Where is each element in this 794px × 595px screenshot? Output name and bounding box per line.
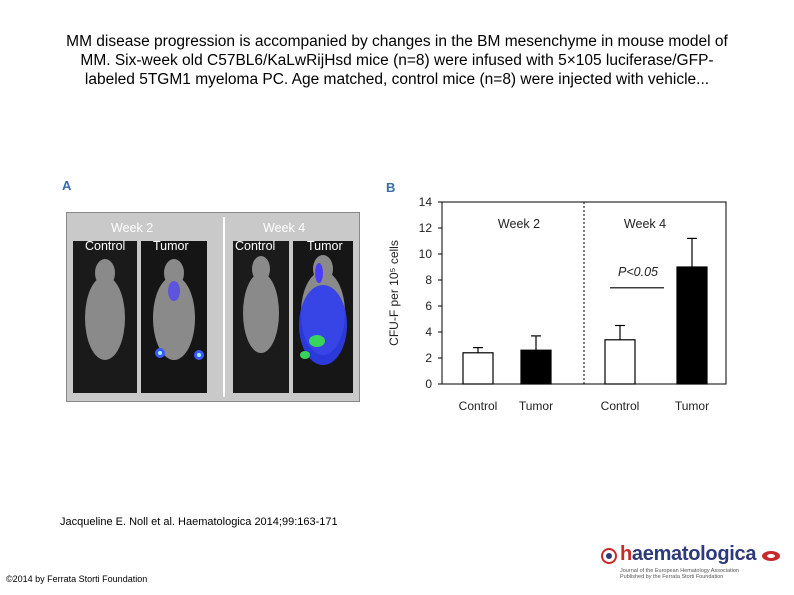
label-w4-control: Control [235,239,276,253]
logo-cell-icon [762,551,780,561]
panel-b-letter: B [386,180,396,195]
label-week4: Week 4 [263,221,306,235]
y-axis-label: CFU-F per 10⁵ cells [387,240,401,346]
y-tick-label: 8 [425,273,432,287]
label-w2-control: Control [85,239,126,253]
label-w4-tumor: Tumor [307,239,343,253]
bioluminescence-image: Week 2 Week 4 Control Tumor Control Tumo… [66,212,360,402]
slide-title: MM disease progression is accompanied by… [20,32,774,89]
panel-a-letter: A [62,178,72,193]
title-line: MM. Six-week old C57BL6/KaLwRijHsd mice … [80,52,714,69]
group-label-week4: Week 4 [624,217,666,231]
x-category-label: Tumor [675,399,709,413]
label-w2-tumor: Tumor [153,239,189,253]
title-line: labeled 5TGM1 myeloma PC. Age matched, c… [84,71,710,88]
y-tick-label: 6 [425,299,432,313]
copyright: ©2014 by Ferrata Storti Foundation [6,574,148,584]
haematologica-logo: haematologica Journal of the European He… [600,543,790,583]
y-tick-label: 10 [419,247,433,261]
mouse-images [73,217,353,397]
y-tick-label: 12 [419,221,433,235]
citation: Jacqueline E. Noll et al. Haematologica … [60,516,338,528]
logo-wordmark: haematologica [620,543,757,565]
y-tick-label: 0 [425,377,432,391]
group-label-week2: Week 2 [498,217,540,231]
bar [676,266,708,385]
bar [520,349,552,385]
bar [462,352,494,385]
label-week2: Week 2 [111,221,154,235]
x-category-label: Control [601,399,640,413]
cfu-bar-chart: 0 2 4 6 8 10 12 14 CFU-F per 10⁵ cells Control Tum… [387,195,727,413]
significance-annotation: P<0.05 [618,265,658,279]
y-tick-label: 14 [419,195,433,209]
tumor-signal [155,263,347,365]
logo-subtitle: Journal of the European Hematology Assoc… [620,568,739,580]
logo-mark-icon [601,548,617,564]
y-tick-label: 2 [425,351,432,365]
x-category-label: Control [459,399,498,413]
bar [604,339,636,385]
x-category-label: Tumor [519,399,553,413]
y-tick-label: 4 [425,325,432,339]
title-line: MM disease progression is accompanied by… [66,33,728,50]
